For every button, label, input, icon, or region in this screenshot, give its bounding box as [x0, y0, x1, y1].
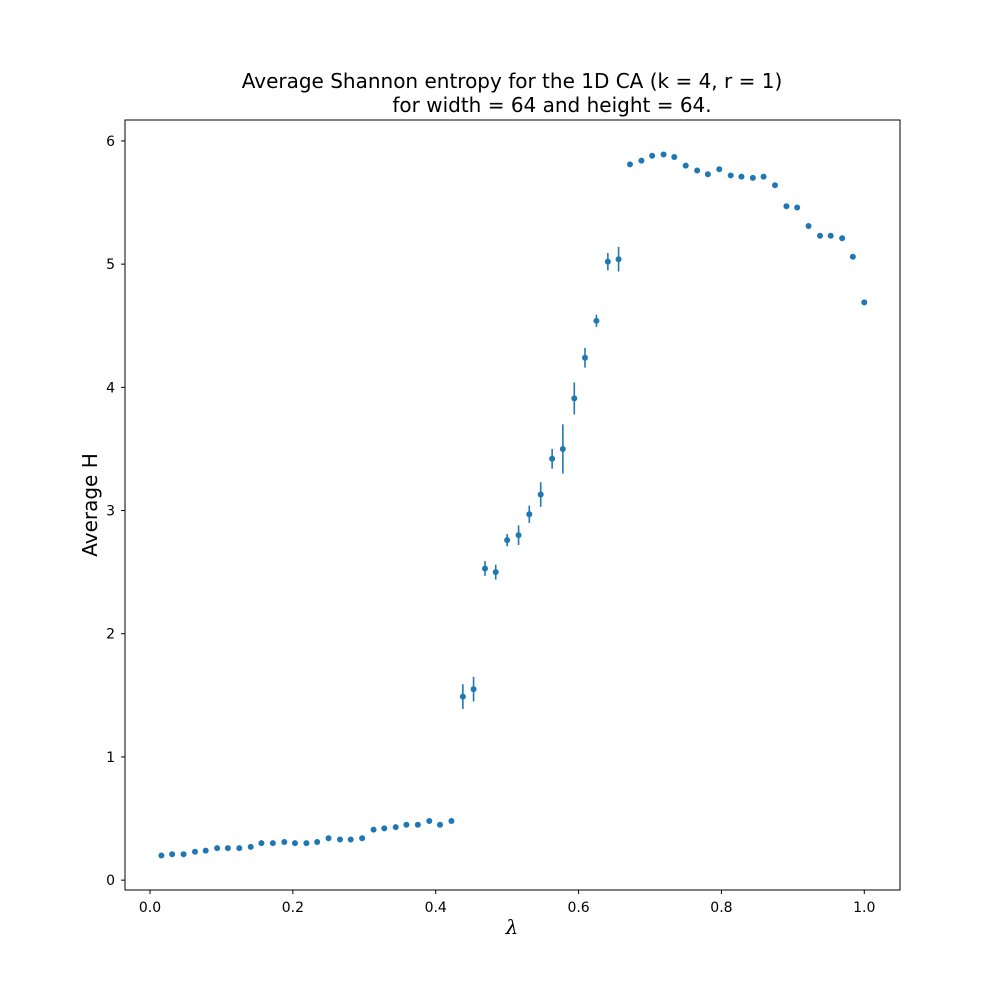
data-point — [716, 166, 723, 173]
y-tick-label: 3 — [106, 504, 115, 520]
data-point — [325, 835, 332, 842]
data-point — [459, 693, 466, 700]
y-axis: 0 1 2 3 4 5 6 — [106, 134, 125, 889]
data-point — [347, 836, 354, 843]
data-point — [593, 317, 600, 324]
data-point — [180, 851, 187, 858]
data-point — [549, 455, 556, 462]
data-point — [158, 852, 165, 859]
x-tick-label: 0.0 — [139, 900, 161, 916]
data-point — [504, 537, 511, 544]
data-point — [314, 838, 321, 845]
data-point — [849, 253, 856, 260]
data-point — [392, 824, 399, 831]
data-point — [760, 173, 767, 180]
data-point — [727, 172, 734, 179]
x-tick-label: 1.0 — [853, 900, 875, 916]
data-point — [492, 569, 499, 576]
data-point — [214, 845, 221, 852]
data-point — [414, 821, 421, 828]
data-point — [571, 395, 578, 402]
y-axis-label: Average H — [78, 453, 102, 557]
chart-title-line1: Average Shannon entropy for the 1D CA (k… — [242, 69, 783, 93]
x-tick-label: 0.8 — [710, 900, 732, 916]
data-point — [236, 845, 243, 852]
data-point — [426, 818, 433, 825]
data-point — [559, 445, 566, 452]
data-point — [694, 167, 701, 174]
data-point — [772, 182, 778, 189]
data-point — [192, 848, 198, 855]
data-point — [682, 162, 689, 169]
x-tick-label: 0.6 — [567, 900, 589, 916]
data-point — [861, 299, 868, 306]
plot-area — [158, 151, 868, 859]
data-point — [537, 491, 544, 498]
data-point — [738, 173, 745, 180]
data-point — [671, 153, 678, 160]
data-point — [749, 174, 756, 181]
y-tick-label: 0 — [106, 873, 115, 889]
y-tick-label: 2 — [106, 627, 115, 643]
chart-title-line2: for width = 64 and height = 64. — [392, 93, 711, 117]
data-point — [258, 840, 265, 847]
y-tick-label: 5 — [106, 257, 115, 273]
data-point — [437, 821, 443, 828]
data-point — [827, 232, 834, 239]
x-tick-label: 0.4 — [425, 900, 447, 916]
data-point — [817, 232, 823, 239]
data-point — [470, 686, 477, 693]
data-point — [370, 826, 377, 833]
data-point — [515, 532, 522, 539]
axes-frame — [124, 119, 901, 891]
data-point — [359, 835, 366, 842]
data-point — [303, 840, 310, 847]
data-point — [649, 152, 656, 159]
data-point — [582, 354, 588, 361]
data-point — [805, 222, 812, 229]
data-point — [381, 825, 388, 832]
data-point — [660, 151, 667, 158]
data-point — [704, 171, 711, 178]
data-point — [448, 818, 455, 825]
data-point — [482, 565, 488, 572]
data-point — [403, 821, 410, 828]
data-point — [224, 845, 231, 852]
data-point — [169, 851, 176, 858]
data-point — [281, 838, 288, 845]
data-point — [247, 843, 254, 850]
data-point — [604, 258, 611, 265]
y-tick-label: 1 — [106, 750, 115, 766]
x-axis-label: λ — [505, 915, 519, 939]
data-point — [839, 235, 846, 242]
data-point — [526, 511, 533, 518]
data-point — [202, 847, 209, 854]
data-point — [627, 161, 633, 168]
data-point — [783, 203, 790, 210]
data-point — [638, 157, 645, 164]
x-axis: 0.0 0.2 0.4 0.6 0.8 1.0 — [139, 890, 875, 916]
x-tick-label: 0.2 — [282, 900, 304, 916]
data-point — [615, 256, 622, 263]
data-point — [794, 204, 801, 211]
y-tick-label: 4 — [106, 380, 115, 396]
y-tick-label: 6 — [106, 134, 115, 150]
data-point — [292, 840, 298, 847]
data-point — [337, 836, 343, 843]
data-point — [269, 840, 276, 847]
